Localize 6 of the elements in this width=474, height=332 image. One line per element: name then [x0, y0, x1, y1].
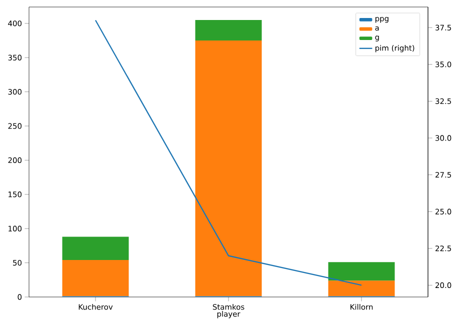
bar	[328, 280, 395, 296]
bar	[195, 20, 262, 41]
bar	[195, 40, 262, 296]
bar	[62, 236, 129, 260]
bar	[62, 260, 129, 296]
bar	[328, 262, 395, 281]
